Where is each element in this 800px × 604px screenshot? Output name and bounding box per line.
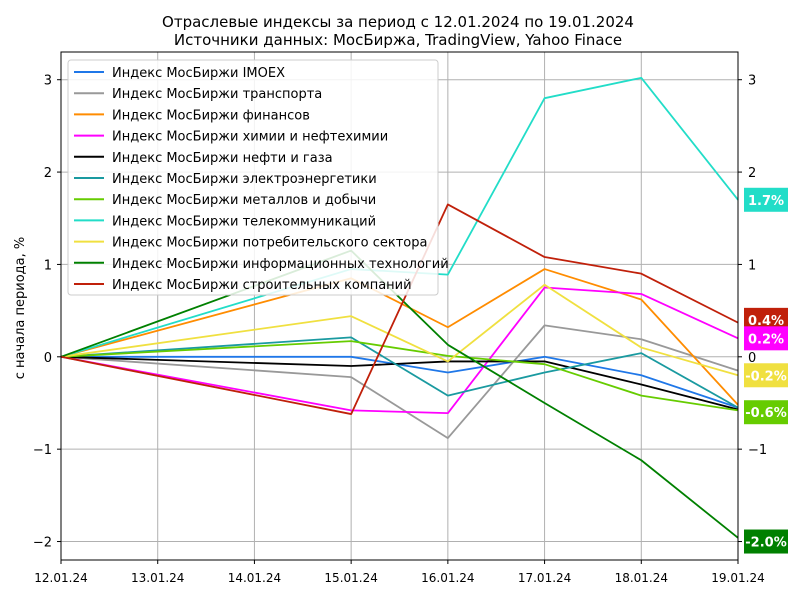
end-label-box <box>744 529 788 554</box>
legend: Индекс МосБиржи IMOEX Индекс МосБиржи тра… <box>67 59 449 296</box>
y-tick-label-left: 1 <box>44 258 52 273</box>
legend-label: Индекс МосБиржи химии и нефтехимии <box>112 130 388 145</box>
x-tick-label: 19.01.24 <box>711 571 764 585</box>
y-tick-label-left: −1 <box>33 443 52 458</box>
legend-label: Индекс МосБиржи финансов <box>112 108 310 123</box>
end-label-box <box>744 326 788 351</box>
x-tick-label: 12.01.24 <box>34 571 87 585</box>
end-label-box <box>744 187 788 212</box>
y-tick-label-left: −2 <box>33 536 52 551</box>
end-label-text: -0.2% <box>745 369 786 384</box>
x-tick-label: 16.01.24 <box>421 571 474 585</box>
series-line <box>60 283 739 377</box>
legend-label: Индекс МосБиржи строительных компаний <box>112 278 412 293</box>
y-tick-label-right: 2 <box>748 166 756 181</box>
end-label-box <box>744 363 788 388</box>
y-tick-label-left: 2 <box>44 166 52 181</box>
y-tick-label-left: 3 <box>44 74 52 89</box>
plot-frame <box>60 51 739 561</box>
y-tick-label-right: 3 <box>748 74 756 89</box>
y-tick-label-left: 0 <box>44 351 52 366</box>
legend-label: Индекс МосБиржи электроэнергетики <box>112 172 377 187</box>
end-label-box <box>744 400 788 425</box>
legend-label: Индекс МосБиржи IMOEX <box>112 66 285 81</box>
series-line <box>60 203 739 415</box>
x-axis-ticks: 12.01.24 13.01.24 14.01.24 15.01.24 16.01.24… <box>34 560 765 585</box>
end-label-text: -2.0% <box>745 536 786 551</box>
y-axis-ticks-left: −2 −1 0 1 2 3 <box>33 74 61 551</box>
chart-title: Отраслевые индексы за период с 12.01.202… <box>162 13 634 31</box>
y-tick-label-right: −1 <box>748 443 767 458</box>
series-line <box>60 324 739 439</box>
end-label-text: 0.4% <box>748 314 784 329</box>
legend-label: Индекс МосБиржи телекоммуникаций <box>112 214 376 229</box>
y-tick-label-right: 0 <box>748 351 756 366</box>
x-tick-label: 14.01.24 <box>228 571 281 585</box>
series-line <box>60 286 739 415</box>
chart-subtitle: Источники данных: МосБиржа, TradingView,… <box>174 31 622 49</box>
x-tick-label: 17.01.24 <box>518 571 571 585</box>
y-axis-label: с начала периода, % <box>13 237 28 380</box>
end-label-text: -0.6% <box>745 406 786 421</box>
series-line <box>60 355 739 411</box>
series-line <box>60 340 739 412</box>
legend-label: Индекс МосБиржи транспорта <box>112 87 322 102</box>
series-line <box>60 336 739 409</box>
legend-label: Индекс МосБиржи нефти и газа <box>112 151 333 166</box>
legend-label: Индекс МосБиржи металлов и добычи <box>112 193 376 208</box>
end-label-text: 0.2% <box>748 332 784 347</box>
y-tick-label-right: 1 <box>748 258 756 273</box>
x-tick-label: 15.01.24 <box>324 571 377 585</box>
legend-label: Индекс МосБиржи информационных технологи… <box>112 257 449 272</box>
end-label-text: 1.7% <box>748 194 784 209</box>
series-line <box>61 355 739 409</box>
legend-box <box>67 59 439 296</box>
x-tick-label: 13.01.24 <box>131 571 184 585</box>
end-value-labels: 1.7% 0.4% 0.2% -0.2% -0.6% -2.0% <box>744 187 788 554</box>
x-tick-label: 18.01.24 <box>615 571 668 585</box>
legend-label: Индекс МосБиржи потребительского сектора <box>112 236 427 251</box>
